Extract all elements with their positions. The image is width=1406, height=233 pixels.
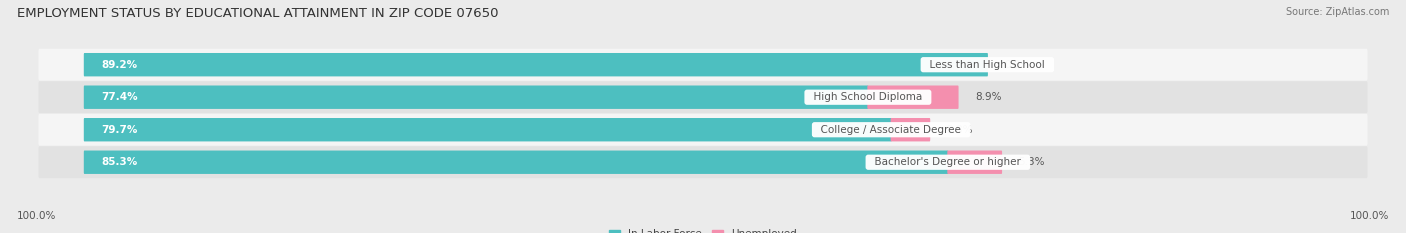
Text: Bachelor's Degree or higher: Bachelor's Degree or higher (868, 157, 1028, 167)
FancyBboxPatch shape (84, 151, 949, 174)
Text: 100.0%: 100.0% (1350, 211, 1389, 221)
Text: Less than High School: Less than High School (924, 60, 1052, 70)
FancyBboxPatch shape (890, 118, 931, 141)
FancyBboxPatch shape (38, 81, 1368, 113)
Legend: In Labor Force, Unemployed: In Labor Force, Unemployed (609, 230, 797, 233)
FancyBboxPatch shape (868, 86, 959, 109)
FancyBboxPatch shape (38, 114, 1368, 146)
FancyBboxPatch shape (38, 49, 1368, 81)
Text: 8.9%: 8.9% (974, 92, 1001, 102)
Text: College / Associate Degree: College / Associate Degree (814, 125, 967, 135)
Text: 100.0%: 100.0% (17, 211, 56, 221)
Text: 89.2%: 89.2% (101, 60, 138, 70)
Text: 5.3%: 5.3% (1018, 157, 1045, 167)
Text: 0.0%: 0.0% (1004, 60, 1031, 70)
FancyBboxPatch shape (948, 151, 1002, 174)
FancyBboxPatch shape (84, 86, 869, 109)
Text: 79.7%: 79.7% (101, 125, 138, 135)
Text: 85.3%: 85.3% (101, 157, 138, 167)
Text: 77.4%: 77.4% (101, 92, 138, 102)
FancyBboxPatch shape (38, 146, 1368, 178)
FancyBboxPatch shape (84, 53, 988, 76)
Text: EMPLOYMENT STATUS BY EDUCATIONAL ATTAINMENT IN ZIP CODE 07650: EMPLOYMENT STATUS BY EDUCATIONAL ATTAINM… (17, 7, 498, 20)
Text: Source: ZipAtlas.com: Source: ZipAtlas.com (1285, 7, 1389, 17)
FancyBboxPatch shape (84, 118, 891, 141)
Text: High School Diploma: High School Diploma (807, 92, 929, 102)
Text: 3.8%: 3.8% (946, 125, 973, 135)
